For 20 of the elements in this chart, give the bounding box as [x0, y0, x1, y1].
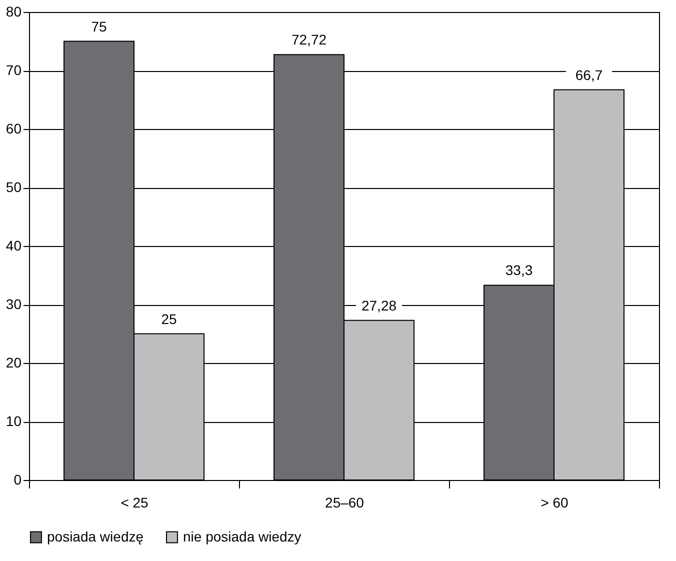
y-tick-label: 20	[6, 354, 22, 370]
y-tick-label: 50	[6, 179, 22, 195]
x-tick-label: < 25	[120, 494, 149, 510]
legend-label: nie posiada wiedzy	[183, 528, 302, 544]
legend-label: posiada wiedzę	[47, 528, 144, 544]
data-label: 33,3	[505, 262, 533, 278]
data-label: 75	[91, 18, 107, 34]
data-label: 27,28	[361, 297, 397, 314]
y-tick-label: 0	[14, 472, 22, 488]
x-tick-label: > 60	[540, 494, 569, 510]
y-tick-label: 70	[6, 62, 22, 78]
data-label: 25	[161, 310, 177, 327]
y-tick-label: 10	[6, 413, 22, 429]
data-label: 66,7	[575, 66, 603, 83]
data-label: 72,72	[291, 32, 327, 48]
y-tick-label: 80	[6, 4, 22, 20]
y-tick-label: 40	[6, 238, 22, 254]
x-tick-label: 25–60	[325, 494, 364, 510]
y-tick-label: 30	[6, 296, 22, 312]
y-tick-label: 60	[6, 120, 22, 136]
